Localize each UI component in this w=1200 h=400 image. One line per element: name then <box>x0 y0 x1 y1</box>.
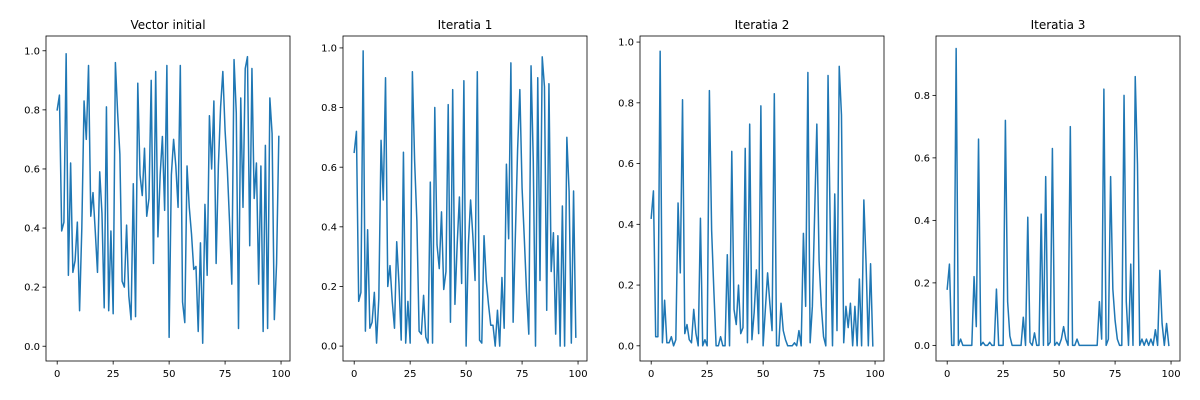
x-tick-label: 25 <box>997 369 1010 380</box>
axes-frame <box>342 35 588 362</box>
y-tick-label: 0.4 <box>618 220 634 231</box>
x-tick-label: 0 <box>54 369 60 380</box>
x-tick-label: 75 <box>219 369 232 380</box>
x-tick-label: 25 <box>701 369 714 380</box>
chart-panel-3: 0 25 50 75 100 0.0 0.2 0.4 0.6 0.8 1.0 Iteratia 2 <box>618 18 884 380</box>
x-tick-label: 0 <box>944 369 950 380</box>
y-tick-label: 0.0 <box>618 341 634 352</box>
y-tick-label: 0.6 <box>618 159 634 170</box>
y-tick-label: 0.2 <box>914 278 930 289</box>
chart-panel-1: 0 25 50 75 100 0.0 0.2 0.4 0.6 0.8 1.0 Vector initi… <box>24 18 290 380</box>
y-tick-label: 0.4 <box>24 224 40 235</box>
axes-frame <box>45 35 291 362</box>
y-tick-label: 0.0 <box>321 342 337 353</box>
x-tick-label: 0 <box>351 369 357 380</box>
x-tick-label: 100 <box>568 369 587 380</box>
y-tick-label: 0.8 <box>914 91 930 102</box>
y-tick-label: 1.0 <box>24 46 40 57</box>
series-line <box>56 52 280 345</box>
x-tick-label: 50 <box>1053 369 1066 380</box>
x-tick-label: 50 <box>757 369 770 380</box>
x-tick-label: 50 <box>460 369 473 380</box>
y-tick-label: 0.2 <box>24 283 40 294</box>
x-tick-label: 100 <box>1161 369 1180 380</box>
y-tick-label: 0.8 <box>321 103 337 114</box>
x-tick-label: 25 <box>404 369 417 380</box>
x-tick-label: 0 <box>648 369 654 380</box>
y-tick-label: 0.0 <box>24 342 40 353</box>
x-tick-label: 50 <box>163 369 176 380</box>
series-line <box>946 47 1170 347</box>
y-tick-label: 1.0 <box>618 38 634 49</box>
y-tick-label: 0.8 <box>618 98 634 109</box>
chart-title: Iteratia 2 <box>735 18 790 32</box>
y-tick-label: 0.2 <box>321 282 337 293</box>
y-tick-label: 0.6 <box>321 163 337 174</box>
x-tick-label: 75 <box>813 369 826 380</box>
axes-frame <box>639 35 885 362</box>
chart-panel-4: 0 25 50 75 100 0.0 0.2 0.4 0.6 0.8 Iteratia 3 <box>914 18 1180 380</box>
x-tick-label: 75 <box>1109 369 1122 380</box>
chart-title: Iteratia 1 <box>438 18 493 32</box>
chart-panel-2: 0 25 50 75 100 0.0 0.2 0.4 0.6 0.8 1.0 Iteratia 1 <box>321 18 587 380</box>
series-line <box>353 50 577 347</box>
y-tick-label: 0.4 <box>914 216 930 227</box>
y-tick-label: 0.6 <box>24 165 40 176</box>
y-tick-label: 0.6 <box>914 153 930 164</box>
x-tick-label: 25 <box>107 369 120 380</box>
x-tick-label: 100 <box>271 369 290 380</box>
chart-title: Vector initial <box>130 18 205 32</box>
series-line <box>650 50 874 347</box>
y-tick-label: 1.0 <box>321 44 337 55</box>
y-tick-label: 0.4 <box>321 222 337 233</box>
x-tick-label: 100 <box>865 369 884 380</box>
chart-title: Iteratia 3 <box>1031 18 1086 32</box>
y-tick-label: 0.8 <box>24 105 40 116</box>
y-tick-label: 0.2 <box>618 281 634 292</box>
axes-frame <box>935 35 1181 362</box>
y-tick-label: 0.0 <box>914 341 930 352</box>
x-tick-label: 75 <box>516 369 529 380</box>
